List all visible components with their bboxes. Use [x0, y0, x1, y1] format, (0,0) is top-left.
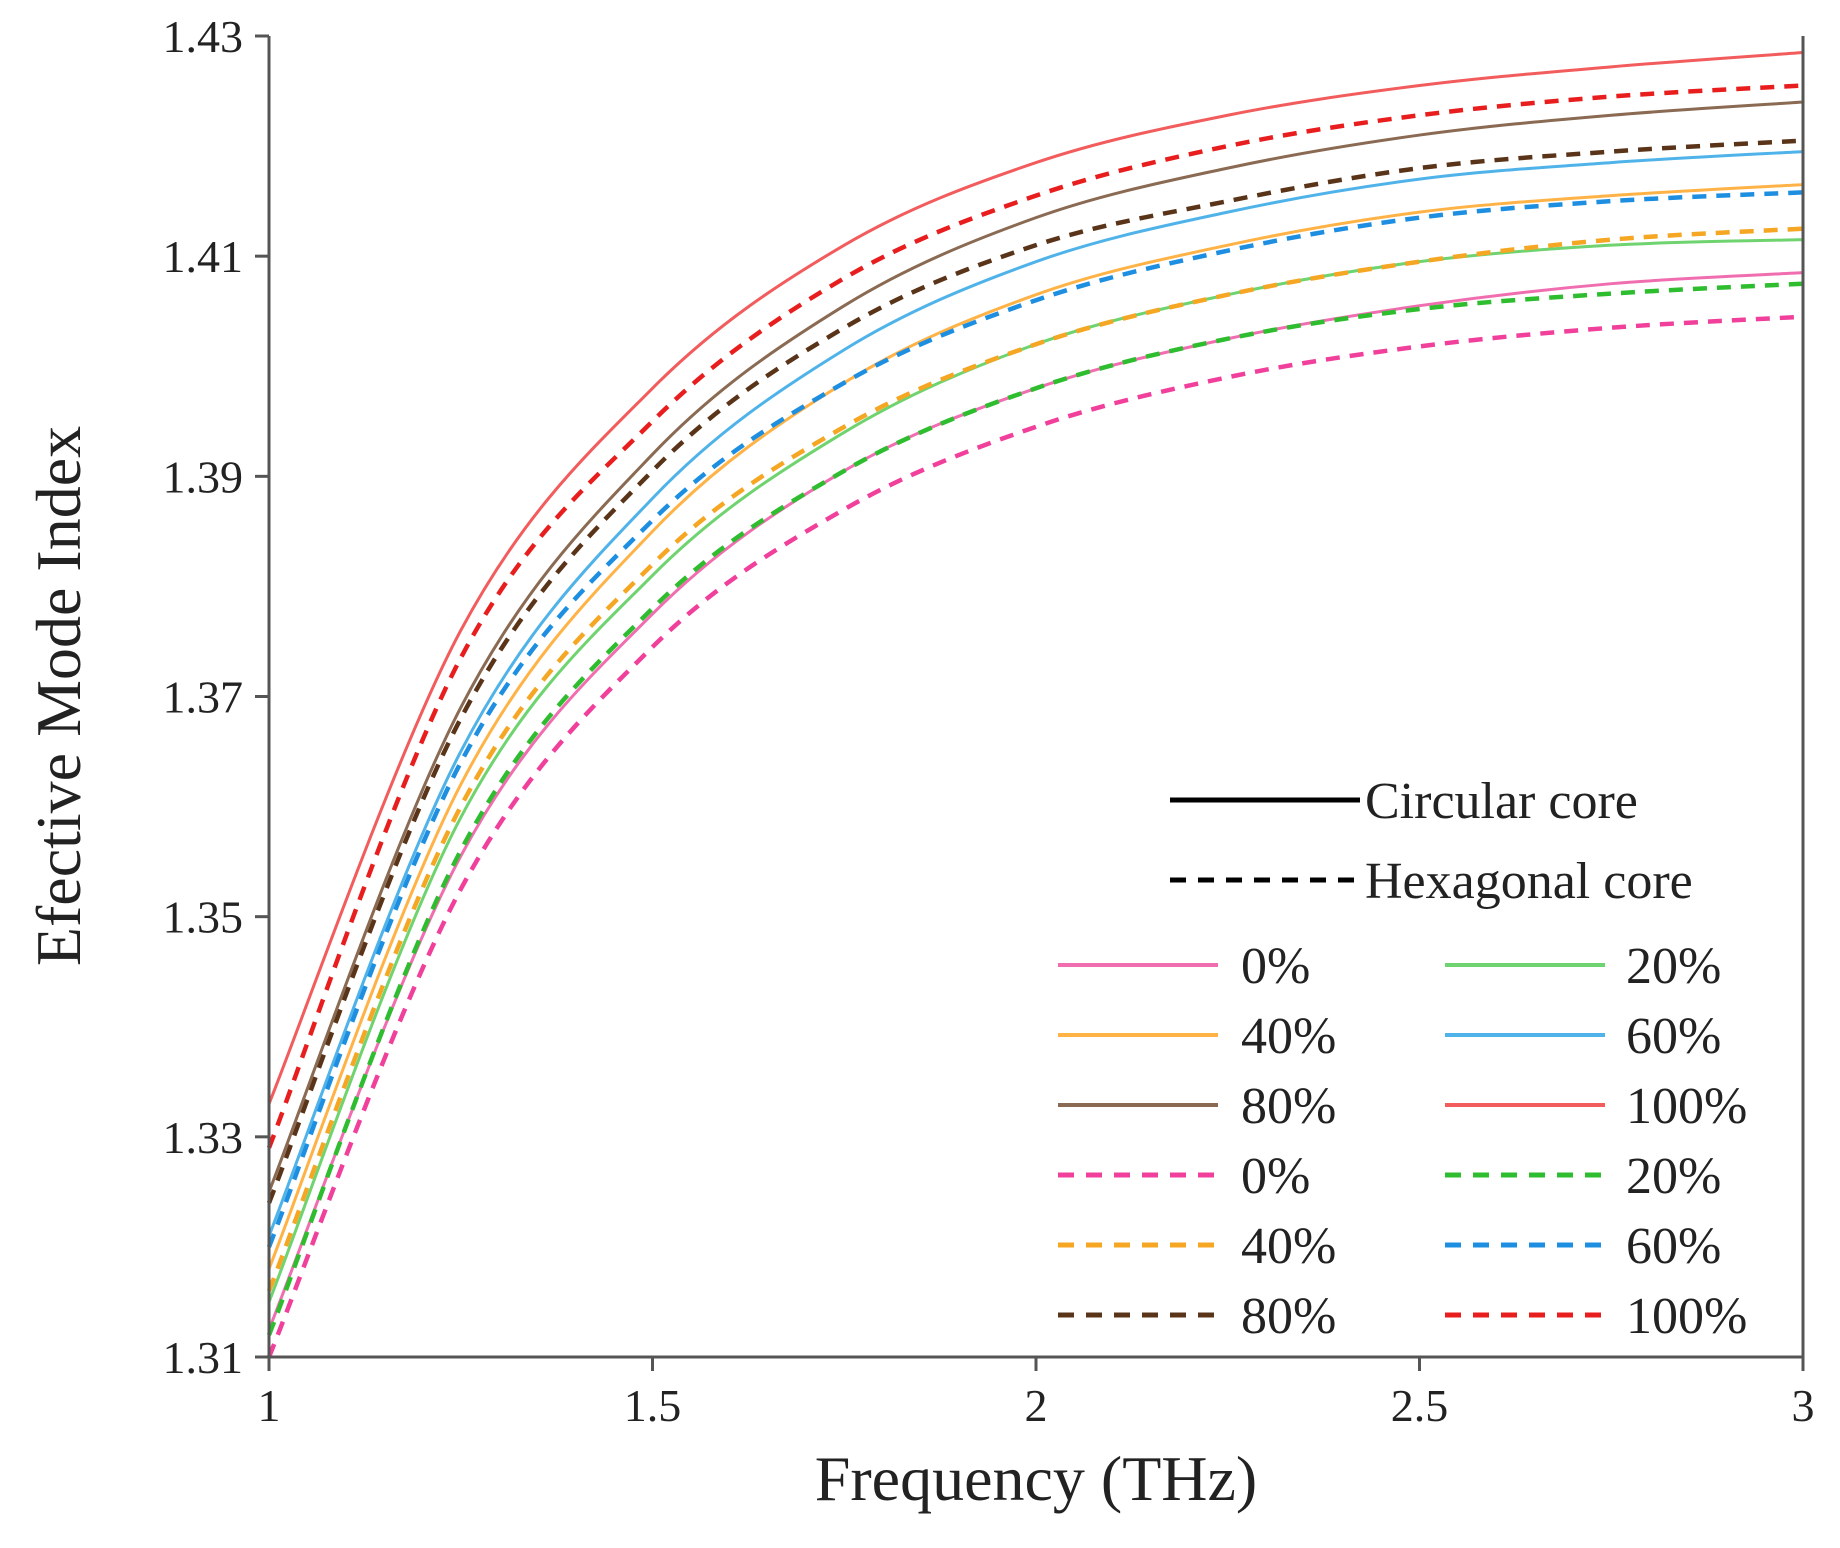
- series-line-hexagonal-20pct: [266, 281, 1804, 1336]
- legend-label: 80%: [1241, 1078, 1336, 1135]
- legend-label: 40%: [1241, 1218, 1336, 1275]
- legend-style-label: Circular core: [1365, 773, 1638, 830]
- y-tick-label: 1.43: [163, 11, 244, 62]
- legend-label: 0%: [1241, 1148, 1310, 1205]
- y-tick-label: 1.37: [163, 672, 244, 723]
- legend-label: 60%: [1626, 1008, 1721, 1065]
- series-line-circular-40pct: [267, 183, 1804, 1270]
- x-tick-label: 1: [258, 1380, 281, 1431]
- y-axis-title: Efective Mode Index: [23, 426, 94, 966]
- x-tick-label: 3: [1792, 1380, 1815, 1431]
- series-line-circular-100pct: [267, 51, 1804, 1105]
- legend: Circular core Hexagonal core 0% 20% 40% 60% 80…: [1058, 773, 1747, 1345]
- series-line-circular-20pct: [267, 238, 1804, 1303]
- legend-label: 40%: [1241, 1008, 1336, 1065]
- y-tick-label: 1.33: [163, 1112, 244, 1163]
- legend-label: 80%: [1241, 1288, 1336, 1345]
- legend-label: 20%: [1626, 938, 1721, 995]
- y-tick-label: 1.35: [163, 892, 244, 943]
- x-axis-title: Frequency (THz): [815, 1443, 1257, 1514]
- y-tick-label: 1.39: [163, 451, 244, 502]
- legend-style-label: Hexagonal core: [1365, 853, 1693, 910]
- x-tick-label: 1.5: [624, 1380, 682, 1431]
- series-layer: [266, 51, 1804, 1358]
- series-line-hexagonal-40pct: [266, 226, 1804, 1292]
- series-line-hexagonal-60pct: [266, 190, 1804, 1248]
- series-line-circular-80pct: [267, 100, 1804, 1193]
- x-tick-label: 2: [1025, 1380, 1048, 1431]
- legend-label: 100%: [1626, 1078, 1747, 1135]
- legend-label: 20%: [1626, 1148, 1721, 1205]
- series-line-hexagonal-0pct: [266, 314, 1804, 1358]
- legend-label: 60%: [1626, 1218, 1721, 1275]
- x-tick-label: 2.5: [1391, 1380, 1449, 1431]
- ticks-layer: 1 1.5 2 2.5 3 1.31 1.33 1.35 1.37 1.39 1.41 1.43: [163, 11, 1815, 1431]
- y-tick-label: 1.41: [163, 231, 244, 282]
- legend-label: 0%: [1241, 938, 1310, 995]
- series-line-circular-60pct: [267, 150, 1804, 1237]
- y-tick-label: 1.31: [163, 1332, 244, 1383]
- legend-label: 100%: [1626, 1288, 1747, 1345]
